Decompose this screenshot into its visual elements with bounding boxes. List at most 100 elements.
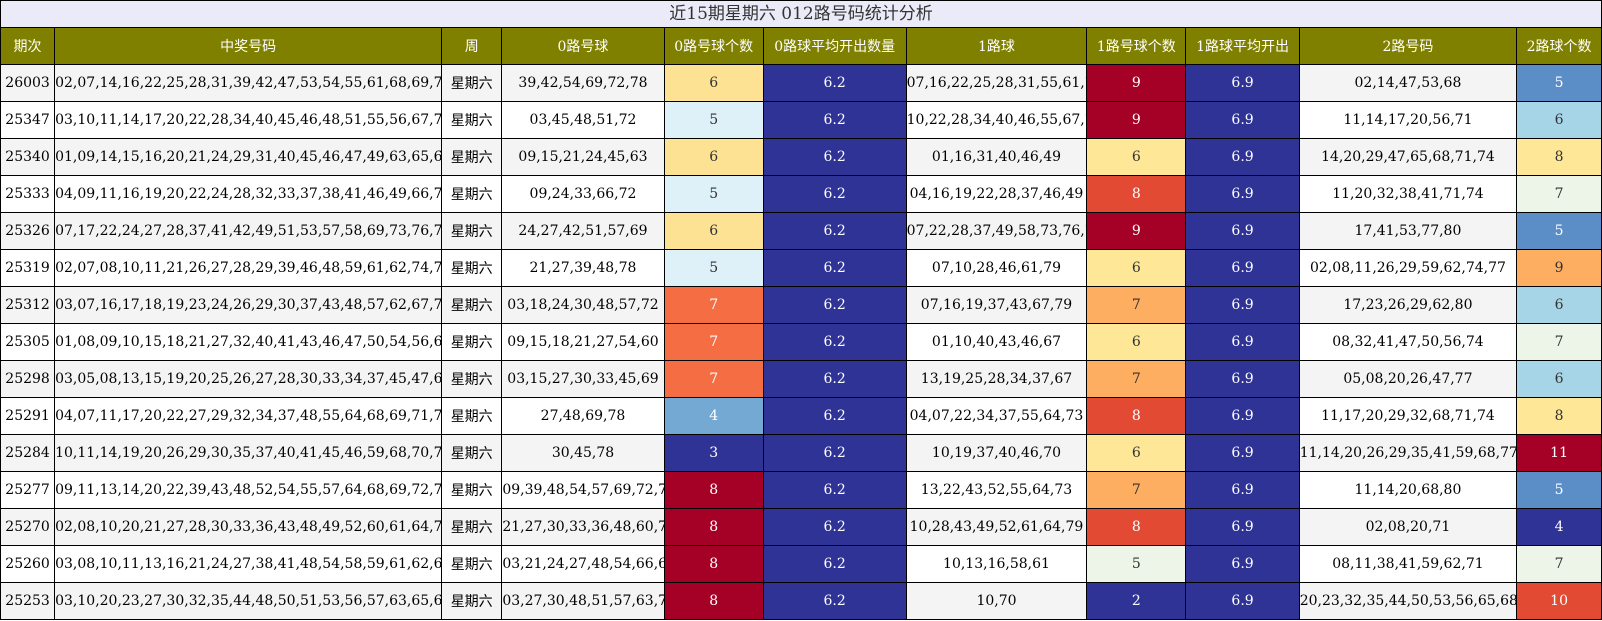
route1-avg-cell: 6.9 [1185,582,1300,620]
header-period[interactable]: 期次 [0,27,56,65]
route0-balls-cell: 30,45,78 [501,434,665,472]
route2-balls-cell: 08,32,41,47,50,56,74 [1298,323,1518,361]
numbers-cell: 10,11,14,19,20,26,29,30,35,37,40,41,45,4… [54,434,443,472]
route1-count-cell: 8 [1086,175,1187,213]
period-cell: 25277 [0,471,56,509]
numbers-cell: 02,07,08,10,11,21,26,27,28,29,39,46,48,5… [54,249,443,287]
route2-count-cell: 8 [1516,138,1602,176]
route1-avg-cell: 6.9 [1185,138,1300,176]
table-row: 25340 01,09,14,15,16,20,21,24,29,31,40,45… [0,138,1602,176]
period-cell: 25319 [0,249,56,287]
route1-balls-cell: 10,19,37,40,46,70 [905,434,1088,472]
route1-avg-cell: 6.9 [1185,101,1300,139]
week-cell: 星期六 [441,545,503,583]
route1-avg-cell: 6.9 [1185,323,1300,361]
week-cell: 星期六 [441,101,503,139]
route0-balls-cell: 09,24,33,66,72 [501,175,665,213]
week-cell: 星期六 [441,323,503,361]
route2-count-cell: 7 [1516,323,1602,361]
table-row: 25298 03,05,08,13,15,19,20,25,26,27,28,30… [0,360,1602,398]
route1-avg-cell: 6.9 [1185,545,1300,583]
route0-avg-cell: 6.2 [762,249,907,287]
route1-avg-cell: 6.9 [1185,212,1300,250]
week-cell: 星期六 [441,175,503,213]
route0-count-cell: 5 [663,175,764,213]
route0-balls-cell: 21,27,30,33,36,48,60,75 [501,508,665,546]
header-route0-balls[interactable]: 0路号球 [501,27,665,65]
statistics-table: 期次 中奖号码 周 0路号球 0路号球个数 0路球平均开出数量 1路球 1路号球… [0,27,1602,620]
route1-count-cell: 6 [1086,434,1187,472]
header-route1-avg[interactable]: 1路球平均开出 [1185,27,1300,65]
header-route0-avg[interactable]: 0路球平均开出数量 [762,27,907,65]
period-cell: 26003 [0,64,56,102]
route2-count-cell: 9 [1516,249,1602,287]
route1-balls-cell: 07,16,19,37,43,67,79 [905,286,1088,324]
route2-count-cell: 10 [1516,582,1602,620]
route0-count-cell: 8 [663,471,764,509]
table-row: 25326 07,17,22,24,27,28,37,41,42,49,51,53… [0,212,1602,250]
route2-balls-cell: 05,08,20,26,47,77 [1298,360,1518,398]
route1-count-cell: 5 [1086,545,1187,583]
table-row: 25284 10,11,14,19,20,26,29,30,35,37,40,41… [0,434,1602,472]
header-route0-count[interactable]: 0路号球个数 [663,27,764,65]
route2-balls-cell: 11,14,17,20,56,71 [1298,101,1518,139]
route1-balls-cell: 04,16,19,22,28,37,46,49 [905,175,1088,213]
table-row: 25312 03,07,16,17,18,19,23,24,26,29,30,37… [0,286,1602,324]
route1-balls-cell: 10,70 [905,582,1088,620]
route2-count-cell: 8 [1516,397,1602,435]
route2-count-cell: 6 [1516,101,1602,139]
route1-count-cell: 7 [1086,360,1187,398]
numbers-cell: 03,07,16,17,18,19,23,24,26,29,30,37,43,4… [54,286,443,324]
header-week[interactable]: 周 [441,27,503,65]
week-cell: 星期六 [441,360,503,398]
route1-balls-cell: 13,19,25,28,34,37,67 [905,360,1088,398]
route0-avg-cell: 6.2 [762,360,907,398]
route0-balls-cell: 03,45,48,51,72 [501,101,665,139]
table-row: 25277 09,11,13,14,20,22,39,43,48,52,54,55… [0,471,1602,509]
numbers-cell: 01,09,14,15,16,20,21,24,29,31,40,45,46,4… [54,138,443,176]
route1-count-cell: 9 [1086,101,1187,139]
route1-balls-cell: 07,16,22,25,28,31,55,61,73 [905,64,1088,102]
header-route2-count[interactable]: 2路球个数 [1516,27,1602,65]
route0-balls-cell: 09,15,21,24,45,63 [501,138,665,176]
header-route1-balls[interactable]: 1路球 [905,27,1088,65]
week-cell: 星期六 [441,138,503,176]
route0-avg-cell: 6.2 [762,471,907,509]
header-route2-balls[interactable]: 2路号码 [1298,27,1518,65]
route2-count-cell: 4 [1516,508,1602,546]
route0-balls-cell: 39,42,54,69,72,78 [501,64,665,102]
table-row: 25291 04,07,11,17,20,22,27,29,32,34,37,48… [0,397,1602,435]
route0-avg-cell: 6.2 [762,175,907,213]
route0-balls-cell: 03,21,24,27,48,54,66,69 [501,545,665,583]
route1-count-cell: 6 [1086,138,1187,176]
table-row: 25319 02,07,08,10,11,21,26,27,28,29,39,46… [0,249,1602,287]
numbers-cell: 03,08,10,11,13,16,21,24,27,38,41,48,54,5… [54,545,443,583]
week-cell: 星期六 [441,212,503,250]
route0-count-cell: 6 [663,212,764,250]
route0-avg-cell: 6.2 [762,582,907,620]
route2-count-cell: 7 [1516,545,1602,583]
route0-avg-cell: 6.2 [762,323,907,361]
route0-avg-cell: 6.2 [762,434,907,472]
route0-avg-cell: 6.2 [762,64,907,102]
route1-avg-cell: 6.9 [1185,64,1300,102]
route0-balls-cell: 24,27,42,51,57,69 [501,212,665,250]
header-route1-count[interactable]: 1路号球个数 [1086,27,1187,65]
route1-avg-cell: 6.9 [1185,249,1300,287]
route2-count-cell: 7 [1516,175,1602,213]
header-numbers[interactable]: 中奖号码 [54,27,443,65]
numbers-cell: 01,08,09,10,15,18,21,27,32,40,41,43,46,4… [54,323,443,361]
route1-count-cell: 6 [1086,323,1187,361]
route2-balls-cell: 08,11,38,41,59,62,71 [1298,545,1518,583]
route1-avg-cell: 6.9 [1185,175,1300,213]
route1-avg-cell: 6.9 [1185,471,1300,509]
route2-count-cell: 5 [1516,212,1602,250]
route1-avg-cell: 6.9 [1185,508,1300,546]
numbers-cell: 02,07,14,16,22,25,28,31,39,42,47,53,54,5… [54,64,443,102]
route0-count-cell: 6 [663,138,764,176]
route0-count-cell: 5 [663,101,764,139]
route0-balls-cell: 09,39,48,54,57,69,72,75 [501,471,665,509]
period-cell: 25291 [0,397,56,435]
table-title: 近15期星期六 012路号码统计分析 [0,0,1602,27]
route2-count-cell: 5 [1516,64,1602,102]
